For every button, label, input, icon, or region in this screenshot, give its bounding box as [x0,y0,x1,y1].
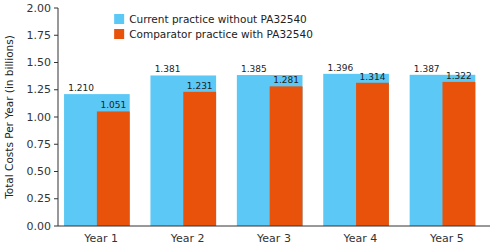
y-tick-label: 0.25 [27,192,52,205]
legend-label: Current practice without PA32540 [129,13,307,25]
legend-swatch [114,29,124,39]
x-axis-line [58,226,490,227]
y-tick-label: 0.50 [27,165,52,178]
x-tick-label: Year 2 [170,232,205,245]
bar [64,94,130,226]
y-tick [54,89,58,90]
y-tick [54,117,58,118]
bar [183,92,216,226]
bars [64,74,475,226]
y-tick [54,144,58,145]
y-tick [54,35,58,36]
x-tick-label: Year 5 [429,232,464,245]
legend-swatch [114,14,124,24]
data-labels: 1.210 1.381 1.385 1.396 1.387 1.051 1.231 1.281… [68,63,472,111]
y-tick-label: 1.50 [27,56,52,69]
data-label: 1.051 [100,100,126,110]
y-tick [54,198,58,199]
bar [237,75,303,226]
data-label: 1.314 [360,72,386,82]
x-tick-label: Year 4 [343,232,378,245]
y-tick [54,226,58,227]
y-tick-label: 1.25 [27,83,52,96]
y-tick [54,171,58,172]
data-label: 1.322 [446,71,472,81]
data-label: 1.381 [155,64,181,74]
bar [97,111,130,226]
data-label: 1.210 [68,83,94,93]
bar [150,75,216,226]
y-axis: 0.00 0.25 0.50 0.75 1.00 1.25 1.50 1.75 2.00 [27,2,59,233]
data-label: 1.387 [414,64,440,74]
y-tick-label: 0.00 [27,220,52,233]
y-tick-label: 1.75 [27,29,52,42]
chart: 0.00 0.25 0.50 0.75 1.00 1.25 1.50 1.75 2.00 Tota… [0,0,500,252]
y-tick-label: 0.75 [27,138,52,151]
x-tick-label: Year 1 [83,232,118,245]
y-tick-label: 1.00 [27,111,52,124]
bar [410,75,476,226]
bar [442,82,475,226]
y-axis-label: Total Costs Per Year (in billions) [3,35,15,200]
data-label: 1.385 [241,64,267,74]
legend: Current practice without PA32540 Comparat… [114,13,313,40]
y-tick [54,62,58,63]
data-label: 1.396 [327,63,353,73]
x-tick-label: Year 3 [256,232,291,245]
y-tick [54,8,58,9]
legend-label: Comparator practice with PA32540 [129,28,313,40]
bar [356,83,389,226]
bar [323,74,389,226]
data-label: 1.231 [187,81,213,91]
bar [270,86,303,226]
y-tick-label: 2.00 [27,2,52,15]
y-axis-line [58,8,59,226]
data-label: 1.281 [273,75,299,85]
